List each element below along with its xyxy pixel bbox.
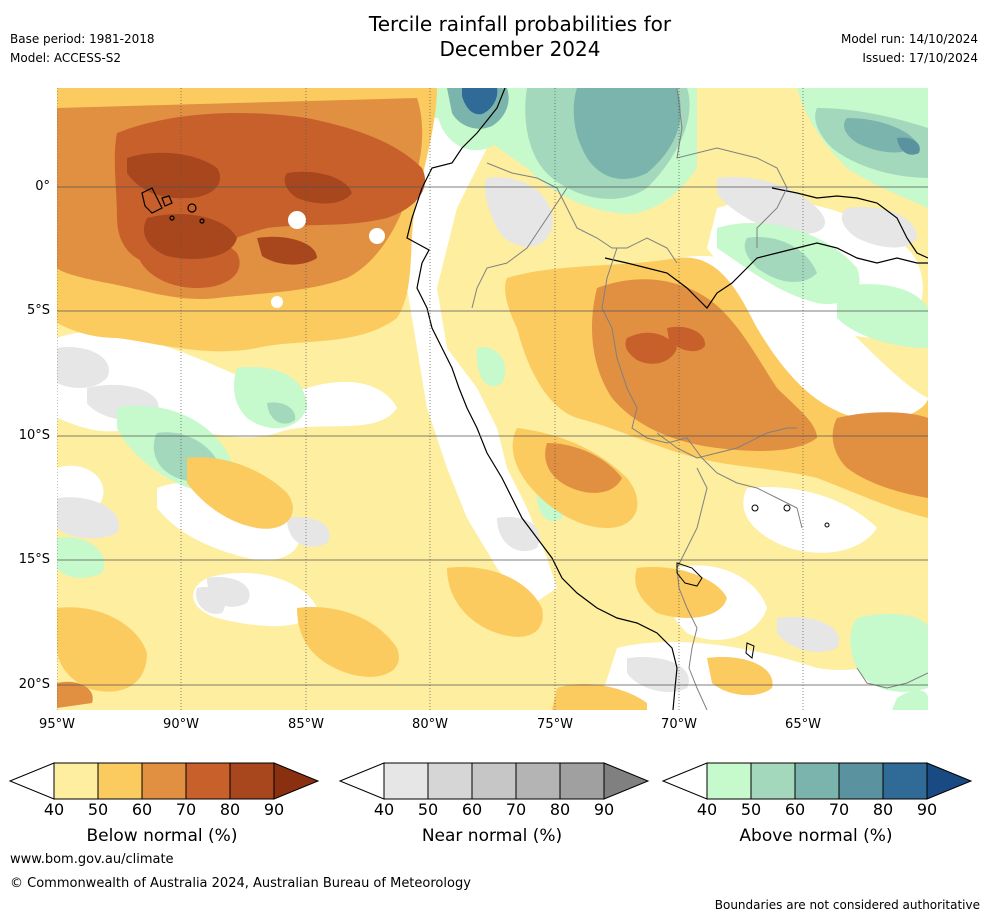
legend-title-near: Near normal (%) <box>421 826 563 846</box>
legend-tick-label: 40 <box>374 800 394 818</box>
legend-over-triangle <box>926 762 973 800</box>
legend-swatch <box>185 762 231 800</box>
legend-under-triangle <box>661 762 708 800</box>
lakes <box>676 504 830 659</box>
legend-tick-label: 60 <box>462 800 482 818</box>
legend-swatch <box>229 762 275 800</box>
legend-tick-label: 80 <box>873 800 893 818</box>
model-run: Model run: 14/10/2024 <box>840 32 978 46</box>
legend-swatch <box>559 762 605 800</box>
legend-tick-label: 80 <box>550 800 570 818</box>
legend-above-normal: 40 50 60 70 80 90 <box>661 762 973 818</box>
legend-swatch <box>471 762 517 800</box>
lon-label-95w: 95°W <box>39 717 75 732</box>
legend-swatch <box>750 762 796 800</box>
legend-tick-label: 80 <box>220 800 240 818</box>
legend-tick-label: 70 <box>506 800 526 818</box>
legend-below-normal: 40 50 60 70 80 90 <box>8 762 320 818</box>
legend-tick-label: 40 <box>44 800 64 818</box>
above-normal-areas <box>57 88 928 710</box>
lon-label-80w: 80°W <box>412 717 448 732</box>
lon-label-90w: 90°W <box>163 717 199 732</box>
legend-swatch <box>838 762 884 800</box>
legend-near-normal: 40 50 60 70 80 90 <box>338 762 650 818</box>
lat-label-5s: 5°S <box>26 303 50 318</box>
legend-swatch <box>383 762 429 800</box>
footer-url: www.bom.gov.au/climate <box>10 852 174 867</box>
legend-tick-label: 60 <box>785 800 805 818</box>
legend-swatch <box>882 762 928 800</box>
lon-label-65w: 65°W <box>785 717 821 732</box>
legend-swatch <box>141 762 187 800</box>
chart-title: Tercile rainfall probabilities for Decem… <box>0 12 988 62</box>
legend-tick-label: 70 <box>176 800 196 818</box>
title-line-2: December 2024 <box>439 37 601 61</box>
footer-copyright: © Commonwealth of Australia 2024, Austra… <box>10 876 471 891</box>
legend-tick-label: 90 <box>917 800 937 818</box>
legend-swatch <box>53 762 99 800</box>
footer-disclaimer: Boundaries are not considered authoritat… <box>714 898 980 912</box>
legend-under-triangle <box>8 762 55 800</box>
legend-tick-label: 90 <box>264 800 284 818</box>
lon-label-75w: 75°W <box>537 717 573 732</box>
coastline <box>406 88 928 710</box>
legend-tick-label: 70 <box>829 800 849 818</box>
legend-swatch <box>706 762 752 800</box>
legend-tick-label: 50 <box>741 800 761 818</box>
lat-label-20s: 20°S <box>18 677 50 692</box>
model-name: Model: ACCESS-S2 <box>10 51 122 65</box>
legend-under-triangle <box>338 762 385 800</box>
lat-label-0: 0° <box>35 179 50 194</box>
lon-label-70w: 70°W <box>661 717 697 732</box>
legend-tick-label: 50 <box>418 800 438 818</box>
probability-map <box>57 88 928 710</box>
lat-label-15s: 15°S <box>18 552 50 567</box>
country-borders <box>471 88 928 710</box>
legend-title-below: Below normal (%) <box>86 826 238 846</box>
legend-swatch <box>794 762 840 800</box>
lat-label-10s: 10°S <box>18 428 50 443</box>
base-period: Base period: 1981-2018 <box>10 32 155 46</box>
legend-tick-label: 90 <box>594 800 614 818</box>
legend-over-triangle <box>273 762 320 800</box>
lon-label-85w: 85°W <box>288 717 324 732</box>
galapagos-islands <box>141 187 205 224</box>
legend-tick-label: 50 <box>88 800 108 818</box>
legend-title-above: Above normal (%) <box>739 826 893 846</box>
legend-tick-label: 60 <box>132 800 152 818</box>
issued-date: Issued: 17/10/2024 <box>862 51 978 65</box>
legend-swatch <box>515 762 561 800</box>
graticule <box>57 88 928 710</box>
legend-over-triangle <box>603 762 650 800</box>
title-line-1: Tercile rainfall probabilities for <box>368 12 672 36</box>
legend-tick-label: 40 <box>697 800 717 818</box>
legend-swatch <box>427 762 473 800</box>
legend-swatch <box>97 762 143 800</box>
meta-right: Model run: 14/10/2024 Issued: 17/10/2024 <box>841 30 978 68</box>
near-normal-areas <box>57 177 917 693</box>
legend-colorbars: 40 50 60 70 80 90 40 50 60 70 80 90 40 50 60 70 80 90 <box>8 762 973 818</box>
white-spots <box>271 211 385 308</box>
meta-left: Base period: 1981-2018 Model: ACCESS-S2 <box>10 30 155 68</box>
